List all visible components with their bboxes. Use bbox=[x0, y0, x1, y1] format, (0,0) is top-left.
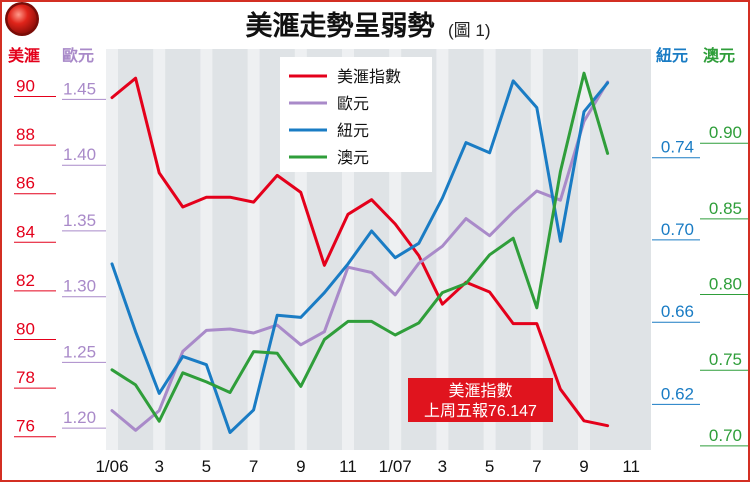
eur-axis-title: 歐元 bbox=[62, 46, 94, 65]
legend-label: 歐元 bbox=[337, 95, 369, 113]
annotation-background bbox=[408, 378, 553, 422]
x-axis-ticks: 1/06 3 5 7 9 11 1/07 3 5 7 9 11 bbox=[95, 457, 640, 476]
usd-series-line bbox=[110, 76, 610, 428]
aud-tick-label: 0.80 bbox=[709, 275, 742, 294]
nzd-axis-title: 紐元 bbox=[656, 46, 688, 65]
x-tick-label: 11 bbox=[622, 457, 640, 476]
aud-series-line bbox=[110, 71, 610, 423]
annotation-box: 美滙指數 上周五報76.147 bbox=[408, 378, 553, 422]
usd-axis-ticks: 90 88 86 84 82 80 78 76 bbox=[14, 77, 56, 438]
aud-axis-ticks: 0.90 0.85 0.80 0.75 0.70 bbox=[700, 123, 748, 447]
usd-tick-label: 90 bbox=[16, 77, 35, 96]
eur-axis-ticks: 1.45 1.40 1.35 1.30 1.25 1.20 bbox=[62, 79, 106, 429]
usd-tick-label: 84 bbox=[16, 222, 35, 241]
legend-label: 澳元 bbox=[337, 149, 369, 167]
usd-axis-title: 美滙 bbox=[8, 46, 40, 65]
legend-label: 美滙指數 bbox=[337, 68, 401, 86]
chart-title: 美滙走勢呈弱勢 bbox=[246, 10, 435, 42]
usd-tick-label: 86 bbox=[16, 174, 35, 193]
annotation-line-1: 美滙指數 bbox=[448, 382, 512, 400]
x-tick-label: 11 bbox=[339, 457, 357, 476]
plot-stripe bbox=[530, 49, 543, 450]
plot-stripe bbox=[200, 49, 213, 450]
logo-ball-icon bbox=[5, 2, 39, 36]
usd-tick-label: 76 bbox=[16, 417, 35, 436]
usd-tick-label: 80 bbox=[16, 320, 35, 339]
x-tick-label: 9 bbox=[579, 457, 588, 476]
aud-tick-label: 0.75 bbox=[709, 350, 742, 369]
annotation-line-2: 上周五報76.147 bbox=[424, 402, 537, 420]
series-lines bbox=[110, 71, 610, 434]
x-tick-label: 7 bbox=[249, 457, 258, 476]
eur-tick-label: 1.40 bbox=[63, 145, 96, 164]
plot-stripes bbox=[106, 49, 590, 450]
nzd-tick-label: 0.66 bbox=[661, 302, 694, 321]
x-tick-label: 1/06 bbox=[95, 457, 128, 476]
eur-tick-label: 1.20 bbox=[63, 408, 96, 427]
eur-tick-label: 1.35 bbox=[63, 211, 96, 230]
aud-tick-label: 0.70 bbox=[709, 426, 742, 445]
plot-stripe bbox=[483, 49, 496, 450]
legend-label: 紐元 bbox=[337, 122, 369, 140]
x-tick-label: 9 bbox=[296, 457, 305, 476]
plot-stripe bbox=[436, 49, 449, 450]
x-tick-label: 3 bbox=[154, 457, 163, 476]
x-tick-label: 7 bbox=[532, 457, 541, 476]
aud-tick-label: 0.85 bbox=[709, 199, 742, 218]
nzd-tick-label: 0.70 bbox=[661, 220, 694, 239]
plot-stripe bbox=[578, 49, 590, 450]
x-tick-label: 5 bbox=[202, 457, 211, 476]
aud-tick-label: 0.90 bbox=[709, 123, 742, 142]
eur-tick-label: 1.25 bbox=[63, 342, 96, 361]
aud-axis-title: 澳元 bbox=[703, 46, 735, 65]
eur-tick-label: 1.45 bbox=[63, 79, 96, 98]
usd-tick-label: 82 bbox=[16, 271, 35, 290]
x-tick-label: 1/07 bbox=[379, 457, 412, 476]
chart-subtitle: (圖 1) bbox=[448, 21, 491, 40]
usd-tick-label: 88 bbox=[16, 125, 35, 144]
plot-stripe bbox=[106, 49, 118, 450]
nzd-series-line bbox=[110, 79, 610, 434]
usd-tick-label: 78 bbox=[16, 368, 35, 387]
plot-stripe bbox=[153, 49, 166, 450]
nzd-tick-label: 0.62 bbox=[661, 384, 694, 403]
x-tick-label: 3 bbox=[438, 457, 447, 476]
eur-series-line bbox=[110, 80, 610, 432]
plot-stripe bbox=[247, 49, 260, 450]
nzd-axis-ticks: 0.74 0.70 0.66 0.62 bbox=[652, 138, 700, 405]
nzd-tick-label: 0.74 bbox=[661, 138, 694, 157]
eur-tick-label: 1.30 bbox=[63, 277, 96, 296]
x-tick-label: 5 bbox=[485, 457, 494, 476]
